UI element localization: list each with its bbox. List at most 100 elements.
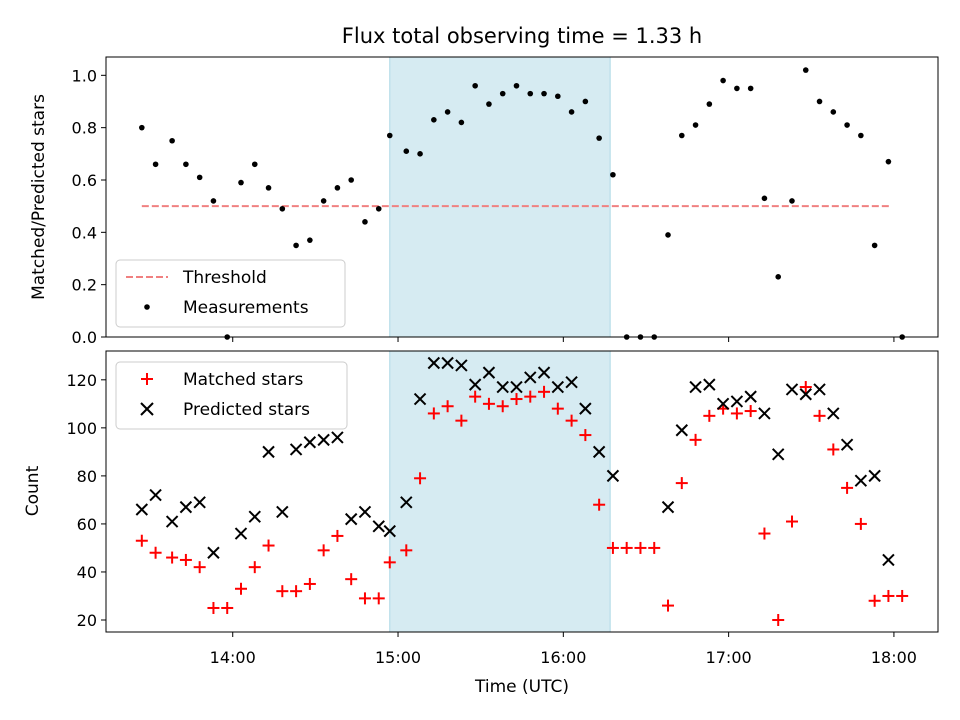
- bottom-highlight-span: [389, 350, 611, 633]
- predicted-star-point: [840, 438, 854, 451]
- matched-star-point: [758, 527, 771, 540]
- bottom-axis-ticks: 20 40 60 80 100 120 14:00 15:00 16:00 17:00 18:00: [66, 371, 917, 667]
- matched-star-point: [703, 409, 716, 422]
- measurement-point: [802, 67, 809, 73]
- chart-title: Flux total observing time = 1.33 h: [342, 24, 702, 48]
- matched-star-point: [648, 541, 661, 554]
- bottom-y-axis-label: Count: [23, 465, 43, 516]
- measurement-point: [527, 90, 534, 97]
- measurement-point: [362, 219, 368, 225]
- matched-star-point: [149, 546, 162, 559]
- predicted-star-point: [468, 378, 482, 391]
- matched-star-point: [317, 544, 330, 557]
- predicted-star-point: [303, 436, 317, 449]
- top-legend-box: [115, 259, 346, 328]
- matched-star-point: [675, 477, 688, 490]
- matched-star-point: [303, 577, 316, 590]
- measurement-point: [678, 132, 685, 139]
- y-tick-label: 1.0: [72, 66, 97, 85]
- matched-star-point: [135, 534, 148, 547]
- predicted-star-point: [276, 505, 289, 519]
- matched-star-point: [207, 601, 220, 614]
- measurement-point: [139, 124, 145, 131]
- matched-star-point: [496, 400, 509, 413]
- y-tick-label: 60: [77, 515, 97, 534]
- measurement-point: [293, 242, 299, 249]
- predicted-star-point: [331, 431, 344, 444]
- measurement-point: [238, 179, 244, 186]
- measurement-point: [169, 137, 175, 144]
- matched-star-point: [827, 443, 840, 456]
- y-tick-label: 0.0: [72, 328, 97, 347]
- matched-star-point: [179, 553, 192, 566]
- y-tick-label: 20: [77, 611, 97, 630]
- matched-star-point: [593, 498, 606, 511]
- matched-star-point: [262, 539, 275, 552]
- predicted-star-point: [413, 392, 427, 406]
- measurement-point: [499, 90, 506, 97]
- top-plot-frame: [105, 56, 939, 338]
- predicted-star-point: [689, 380, 702, 394]
- y-tick-label: 120: [66, 371, 97, 390]
- measurement-point: [444, 109, 451, 115]
- matched-star-point: [414, 472, 427, 485]
- measurement-point: [320, 198, 327, 204]
- y-tick-label: 80: [77, 467, 97, 486]
- top-legend: Threshold Measurements: [115, 259, 346, 328]
- measurement-point: [265, 185, 272, 191]
- legend-threshold-label: Threshold: [182, 268, 267, 288]
- measurement-point: [386, 132, 393, 139]
- predicted-star-point: [207, 546, 220, 559]
- matched-star-point: [234, 582, 247, 595]
- measurement-point: [251, 161, 258, 168]
- predicted-star-point: [289, 443, 303, 456]
- x-tick-label: 15:00: [375, 648, 421, 667]
- matched-star-point: [620, 541, 633, 554]
- predicted-star-point: [592, 445, 606, 459]
- measurement-point: [568, 109, 575, 115]
- matched-star-point: [799, 381, 812, 394]
- measurement-point: [789, 198, 795, 204]
- matched-star-point: [689, 433, 702, 446]
- measurement-point: [582, 98, 589, 105]
- measurement-point: [665, 232, 671, 238]
- predicted-star-point: [344, 512, 358, 526]
- measurement-point: [334, 185, 341, 191]
- predicted-star-point: [400, 496, 413, 509]
- predicted-star-point: [772, 448, 785, 461]
- x-tick-label: 18:00: [871, 648, 917, 667]
- highlight-band: [389, 350, 611, 633]
- measurement-point: [210, 198, 217, 204]
- measurement-point: [858, 132, 864, 139]
- count-points: [135, 356, 909, 626]
- matched-star-point: [662, 599, 675, 612]
- matched-star-point: [221, 601, 234, 614]
- measurement-point: [196, 174, 203, 181]
- matched-star-point: [868, 594, 881, 607]
- bottom-legend-box: [115, 361, 348, 430]
- measurement-point: [720, 77, 726, 84]
- predicted-star-point: [551, 380, 565, 394]
- matched-star-point: [455, 414, 468, 427]
- predicted-star-point: [317, 433, 330, 447]
- bottom-legend: Matched stars Predicted stars: [115, 361, 348, 430]
- y-tick-label: 100: [66, 419, 97, 438]
- predicted-star-point: [675, 424, 688, 437]
- predicted-star-point: [785, 383, 799, 396]
- bottom-plot-frame: [105, 350, 939, 633]
- predicted-star-point: [496, 380, 509, 394]
- predicted-star-point: [524, 371, 537, 384]
- matched-star-point: [882, 589, 895, 602]
- predicted-star-point: [262, 445, 275, 459]
- y-tick-label: 0.6: [72, 171, 97, 190]
- measurement-point: [830, 109, 837, 115]
- matched-star-point: [469, 390, 482, 403]
- y-tick-label: 0.4: [72, 223, 97, 242]
- measurement-point: [458, 119, 465, 126]
- predicted-star-point: [579, 402, 592, 415]
- x-axis-label: Time (UTC): [474, 677, 569, 697]
- predicted-star-point: [565, 376, 578, 389]
- highlight-band: [389, 56, 611, 338]
- predicted-star-point: [510, 380, 523, 394]
- measurement-point: [417, 151, 423, 157]
